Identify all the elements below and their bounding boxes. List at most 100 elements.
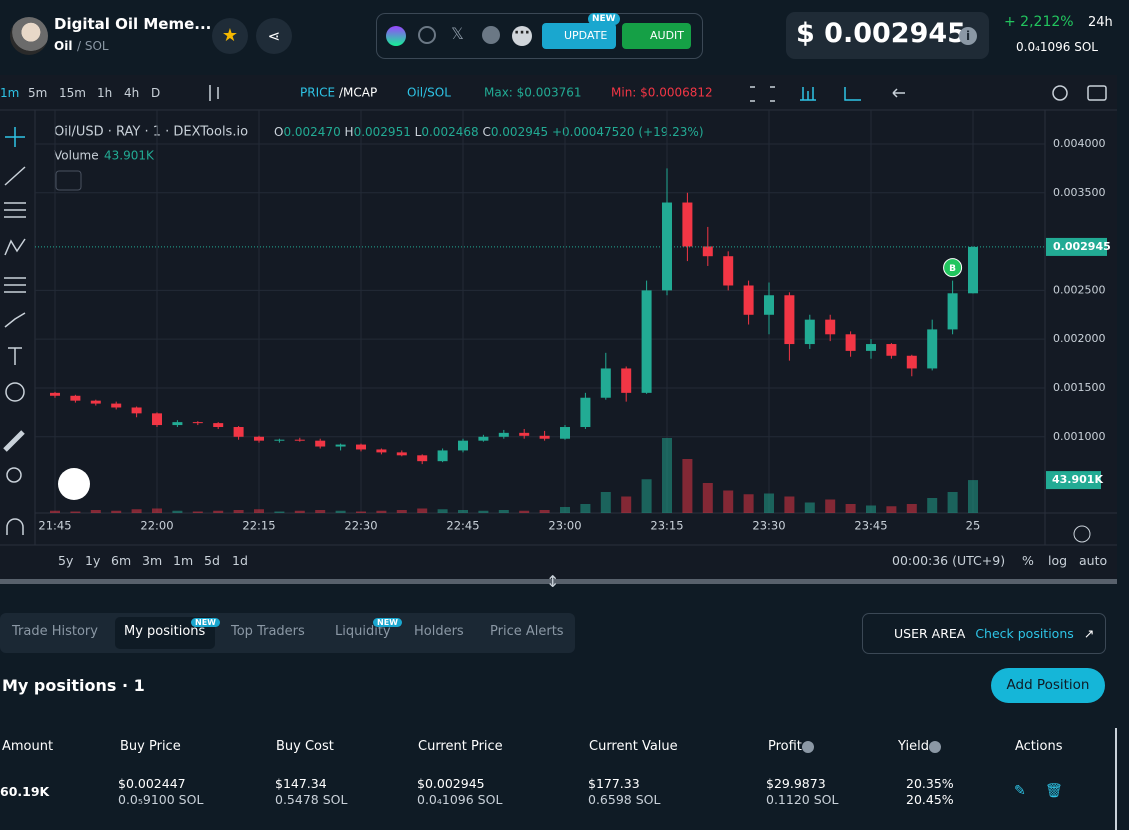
- emoji-tool[interactable]: [5, 382, 25, 402]
- o-value: 0.002470: [283, 125, 340, 139]
- volume-bar: [70, 511, 81, 513]
- tab[interactable]: Trade History: [12, 624, 98, 639]
- candle-body: [723, 256, 734, 286]
- change-value: +0.00047520 (+19.23%): [552, 125, 704, 139]
- ruler-tool[interactable]: [3, 430, 25, 452]
- range-option[interactable]: 1m: [173, 553, 194, 568]
- volume-bar: [641, 479, 652, 513]
- fib-tool[interactable]: [4, 202, 26, 218]
- resize-handle[interactable]: ↕: [546, 572, 560, 591]
- volume-bar: [621, 496, 632, 513]
- volume-bar: [682, 459, 693, 513]
- mcap-toggle[interactable]: /MCAP: [339, 86, 377, 100]
- candle-icon[interactable]: [209, 85, 219, 101]
- tab[interactable]: Top Traders: [231, 624, 305, 639]
- delete-action[interactable]: 🗑: [1045, 783, 1063, 799]
- tab[interactable]: Price Alerts: [490, 624, 564, 639]
- audit-button[interactable]: AUDIT: [622, 23, 691, 49]
- y-tick-label: 0.002000: [1053, 332, 1106, 345]
- candle-body: [254, 436, 264, 441]
- range-option[interactable]: 6m: [111, 553, 132, 568]
- chart-type-icon[interactable]: [800, 87, 816, 101]
- column-header: Amount: [2, 739, 54, 754]
- x-icon[interactable]: 𝕏: [451, 24, 464, 43]
- candle-body: [580, 397, 591, 428]
- range-option[interactable]: 1d: [232, 553, 248, 568]
- range-option[interactable]: 1y: [85, 553, 101, 568]
- pattern-tool[interactable]: [4, 238, 26, 256]
- text-tool[interactable]: [8, 347, 22, 365]
- cell-sub: 0.5478 SOL: [275, 792, 348, 807]
- x-tick-label: 23:30: [752, 519, 785, 533]
- candle-body: [621, 368, 632, 393]
- favorite-button[interactable]: ★: [212, 18, 248, 54]
- collapse-button[interactable]: [55, 170, 82, 191]
- tab[interactable]: Holders: [414, 624, 464, 639]
- candle-body: [519, 432, 530, 436]
- tab[interactable]: Liquidity: [335, 624, 391, 639]
- undo-icon[interactable]: [892, 88, 905, 98]
- candle-body: [335, 444, 346, 447]
- website-icon[interactable]: [418, 26, 436, 44]
- volume-bar: [254, 509, 264, 513]
- volume-bar: [50, 510, 60, 513]
- info-icon: [802, 741, 814, 753]
- interval-option[interactable]: D: [151, 86, 161, 100]
- projection-tool[interactable]: [4, 277, 26, 293]
- row-amount: 60.19K: [0, 784, 50, 799]
- max-price: Max: $0.003761: [484, 86, 582, 100]
- interval-option[interactable]: 5m: [28, 86, 48, 100]
- interval-option[interactable]: 1m: [0, 86, 20, 100]
- resize-bar[interactable]: [0, 579, 1117, 584]
- legend-title: Oil/USD · RAY · 1 · DEXTools.io: [54, 125, 248, 140]
- info-icon: i: [959, 27, 977, 45]
- telegram-icon[interactable]: [482, 26, 500, 44]
- candle-body: [274, 439, 285, 441]
- interval-option[interactable]: 1h: [97, 86, 113, 100]
- settings-icon[interactable]: [1052, 85, 1068, 101]
- candle-body: [152, 413, 162, 426]
- indicator-icon[interactable]: [844, 87, 861, 101]
- volume-bar: [764, 493, 774, 513]
- range-option[interactable]: 5y: [58, 553, 74, 568]
- magnet-tool[interactable]: [6, 518, 24, 535]
- pair-toggle[interactable]: Oil/SOL: [407, 86, 451, 100]
- min-price: Min: $0.0006812: [611, 86, 713, 100]
- log-toggle[interactable]: log: [1048, 553, 1068, 568]
- interval-option[interactable]: 4h: [124, 86, 140, 100]
- candle-body: [866, 344, 876, 351]
- range-option[interactable]: 5d: [204, 553, 220, 568]
- column-header: Buy Price: [120, 739, 181, 754]
- edit-action[interactable]: ✎: [1014, 783, 1026, 799]
- brush-tool[interactable]: [4, 312, 26, 328]
- price-sol: 0.0₄1096 SOL: [1016, 40, 1098, 54]
- candle-body: [70, 395, 81, 401]
- price-toggle[interactable]: PRICE: [300, 86, 335, 100]
- x-tick-label: 23:00: [548, 519, 581, 533]
- auto-toggle[interactable]: auto: [1079, 553, 1108, 568]
- range-option[interactable]: 3m: [142, 553, 163, 568]
- column-header: Yield: [898, 739, 929, 754]
- line-tool[interactable]: [4, 166, 26, 186]
- percent-toggle[interactable]: %: [1022, 553, 1034, 568]
- add-position-button[interactable]: Add Position: [991, 668, 1105, 703]
- candle-body: [784, 295, 795, 345]
- fullscreen-icon[interactable]: [750, 86, 775, 102]
- interval-option[interactable]: 15m: [59, 86, 86, 100]
- camera-icon[interactable]: [1087, 85, 1107, 101]
- crosshair-tool[interactable]: [5, 127, 25, 147]
- column-header: Buy Cost: [276, 739, 334, 754]
- volume-bar: [968, 480, 978, 513]
- candle-body: [764, 295, 774, 315]
- update-button[interactable]: UPDATE: [542, 23, 616, 49]
- zoom-tool[interactable]: [6, 467, 22, 483]
- check-positions-link[interactable]: Check positions: [975, 626, 1074, 641]
- more-icon[interactable]: ···: [512, 26, 532, 46]
- axis-settings[interactable]: [1073, 525, 1091, 543]
- last-volume-tag: [1046, 471, 1101, 490]
- volume-bar: [172, 510, 183, 513]
- share-button[interactable]: ⋖: [256, 18, 292, 54]
- candle-body: [539, 435, 550, 439]
- tab[interactable]: My positions: [124, 624, 206, 639]
